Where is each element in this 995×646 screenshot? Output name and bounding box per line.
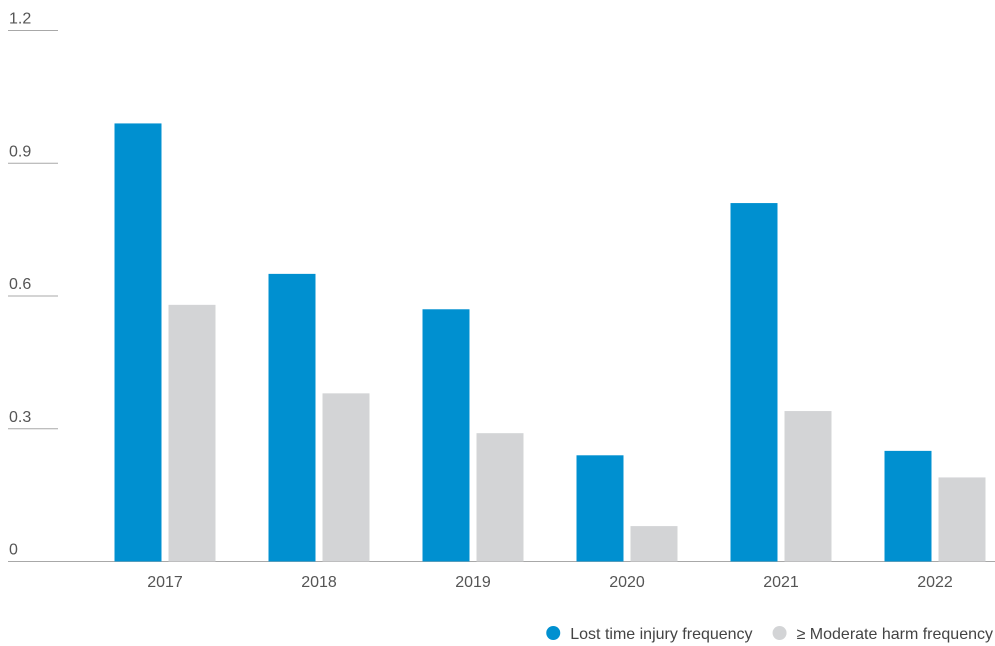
y-tick-label: 0.3 (9, 409, 31, 426)
x-tick-label: 2022 (917, 574, 953, 591)
x-tick-label: 2017 (147, 574, 183, 591)
x-tick-label: 2021 (763, 574, 799, 591)
legend-swatch (546, 626, 561, 640)
bar-lost-time-injury-2022 (884, 450, 932, 562)
y-tick-label: 0.6 (9, 276, 31, 293)
bar-moderate-harm-2021 (784, 411, 832, 562)
bar-lost-time-injury-2017 (114, 123, 162, 562)
bar-moderate-harm-2018 (322, 393, 370, 562)
bar-lost-time-injury-2018 (268, 273, 316, 562)
x-tick-label: 2020 (609, 574, 645, 591)
y-tick-label: 0 (9, 542, 18, 559)
bar-lost-time-injury-2020 (576, 455, 624, 562)
x-tick-label: 2019 (455, 574, 491, 591)
bar-moderate-harm-2022 (938, 477, 986, 562)
bars-group (114, 123, 986, 562)
legend-label: Lost time injury frequency (570, 626, 752, 643)
y-tick-label: 0.9 (9, 143, 31, 160)
y-axis: 0 0.3 0.6 0.9 1.2 (8, 11, 58, 559)
legend: ≥ Moderate harm frequency Lost time injur… (546, 626, 993, 643)
bar-moderate-harm-2019 (476, 433, 524, 562)
bar-moderate-harm-2017 (168, 304, 216, 562)
bar-moderate-harm-2020 (630, 526, 678, 562)
x-axis: 2017 2018 2019 2020 2021 2022 (147, 574, 953, 591)
bar-lost-time-injury-2019 (422, 309, 470, 562)
y-tick-label: 1.2 (9, 11, 31, 28)
legend-swatch (772, 626, 787, 640)
bar-lost-time-injury-2021 (730, 203, 778, 562)
x-tick-label: 2018 (301, 574, 337, 591)
legend-label: ≥ Moderate harm frequency (797, 626, 993, 643)
